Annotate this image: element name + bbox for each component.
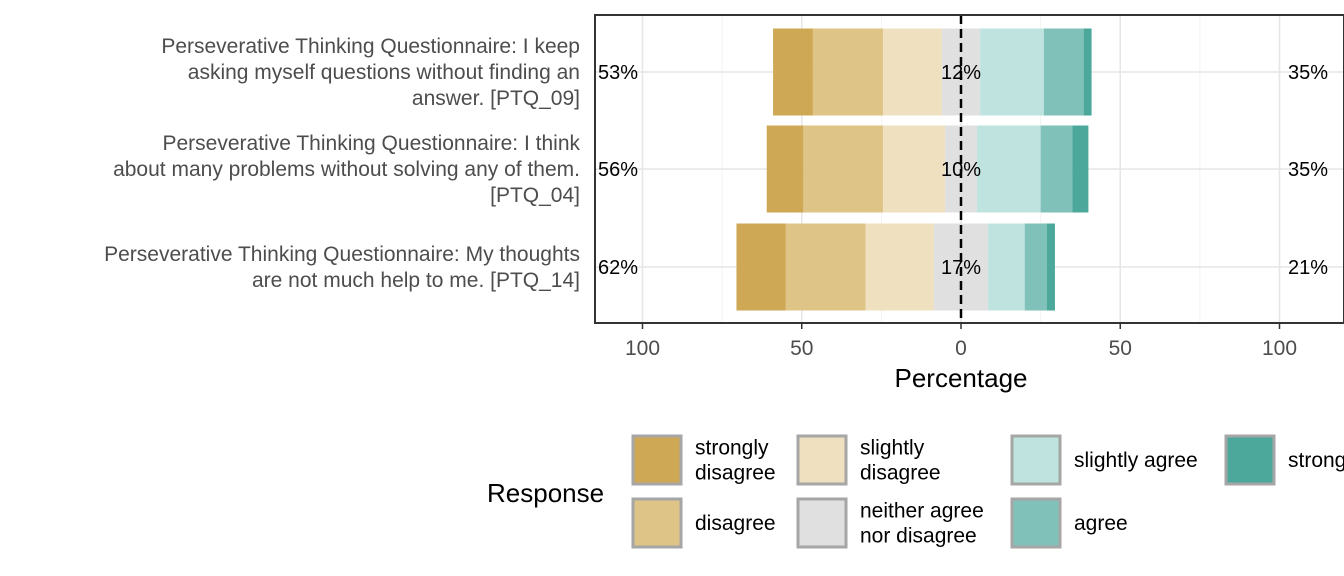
bar-segment-slightly-agree: [980, 28, 1044, 116]
x-tick-label: 100: [625, 337, 660, 360]
pct-label-left: 56%: [598, 159, 638, 181]
legend-label: disagree: [695, 512, 776, 535]
y-tick-label: asking myself questions without finding …: [188, 61, 580, 84]
bar-segment-disagree: [803, 125, 883, 213]
bar-segment-strongly-disagree: [766, 125, 804, 213]
pct-label-right: 35%: [1288, 159, 1328, 181]
bar-segment-slightly-agree: [976, 125, 1041, 213]
x-tick-label: 100: [1262, 337, 1297, 360]
legend-label: strongly: [695, 437, 769, 460]
legend-label: nor disagree: [860, 525, 977, 548]
legend-key-slightly-agree: [1010, 434, 1062, 486]
legend-label: neither agree: [860, 500, 984, 523]
legend-key-disagree: [631, 497, 683, 549]
x-axis-title: Percentage: [895, 363, 1028, 393]
legend-label: slightly: [860, 437, 925, 460]
bar-segment-strongly-disagree: [773, 28, 813, 116]
y-tick-label: about many problems without solving any …: [113, 158, 580, 181]
bar-segment-agree: [1024, 223, 1047, 311]
legend-label: agree: [1074, 512, 1128, 535]
legend-label: disagree: [860, 462, 941, 485]
legend-key-slightly-disagree: [796, 434, 848, 486]
pct-label-left: 62%: [598, 257, 638, 279]
bar-segment-disagree: [812, 28, 883, 116]
bar-segment-disagree: [785, 223, 866, 311]
legend-key-strongly-agree: [1224, 434, 1276, 486]
y-tick-label: Perseverative Thinking Questionnaire: I …: [163, 132, 581, 155]
legend-label: slightly agree: [1074, 449, 1198, 472]
y-tick-label: are not much help to me. [PTQ_14]: [252, 269, 580, 292]
y-tick-label: Perseverative Thinking Questionnaire: My…: [104, 243, 580, 266]
legend-label: disagree: [695, 462, 776, 485]
bar-segment-slightly-disagree: [865, 223, 934, 311]
bar-segment-agree: [1043, 28, 1084, 116]
bar-segment-slightly-disagree: [882, 28, 942, 116]
bar-segment-strongly-disagree: [736, 223, 786, 311]
pct-label-right: 35%: [1288, 62, 1328, 84]
bar-segment-slightly-disagree: [882, 125, 946, 213]
y-tick-label: [PTQ_04]: [490, 184, 580, 207]
bar-segment-agree: [1040, 125, 1073, 213]
legend-key-neither-agree-nor-disagree: [796, 497, 848, 549]
y-tick-label: answer. [PTQ_09]: [412, 87, 580, 110]
legend-title: Response: [487, 478, 604, 508]
x-tick-label: 50: [790, 337, 813, 360]
pct-label-left: 53%: [598, 62, 638, 84]
x-tick-label: 50: [1109, 337, 1132, 360]
bar-segment-strongly-agree: [1083, 28, 1092, 116]
y-tick-label: Perseverative Thinking Questionnaire: I …: [161, 35, 580, 58]
legend-key-agree: [1010, 497, 1062, 549]
bar-segment-slightly-agree: [988, 223, 1025, 311]
bar-segment-strongly-agree: [1046, 223, 1055, 311]
legend-key-strongly-disagree: [631, 434, 683, 486]
plot-border: [594, 14, 1344, 324]
bar-segment-strongly-agree: [1072, 125, 1089, 213]
legend-label: strongly agree: [1288, 449, 1344, 472]
pct-label-right: 21%: [1288, 257, 1328, 279]
x-tick-label: 0: [955, 337, 967, 360]
